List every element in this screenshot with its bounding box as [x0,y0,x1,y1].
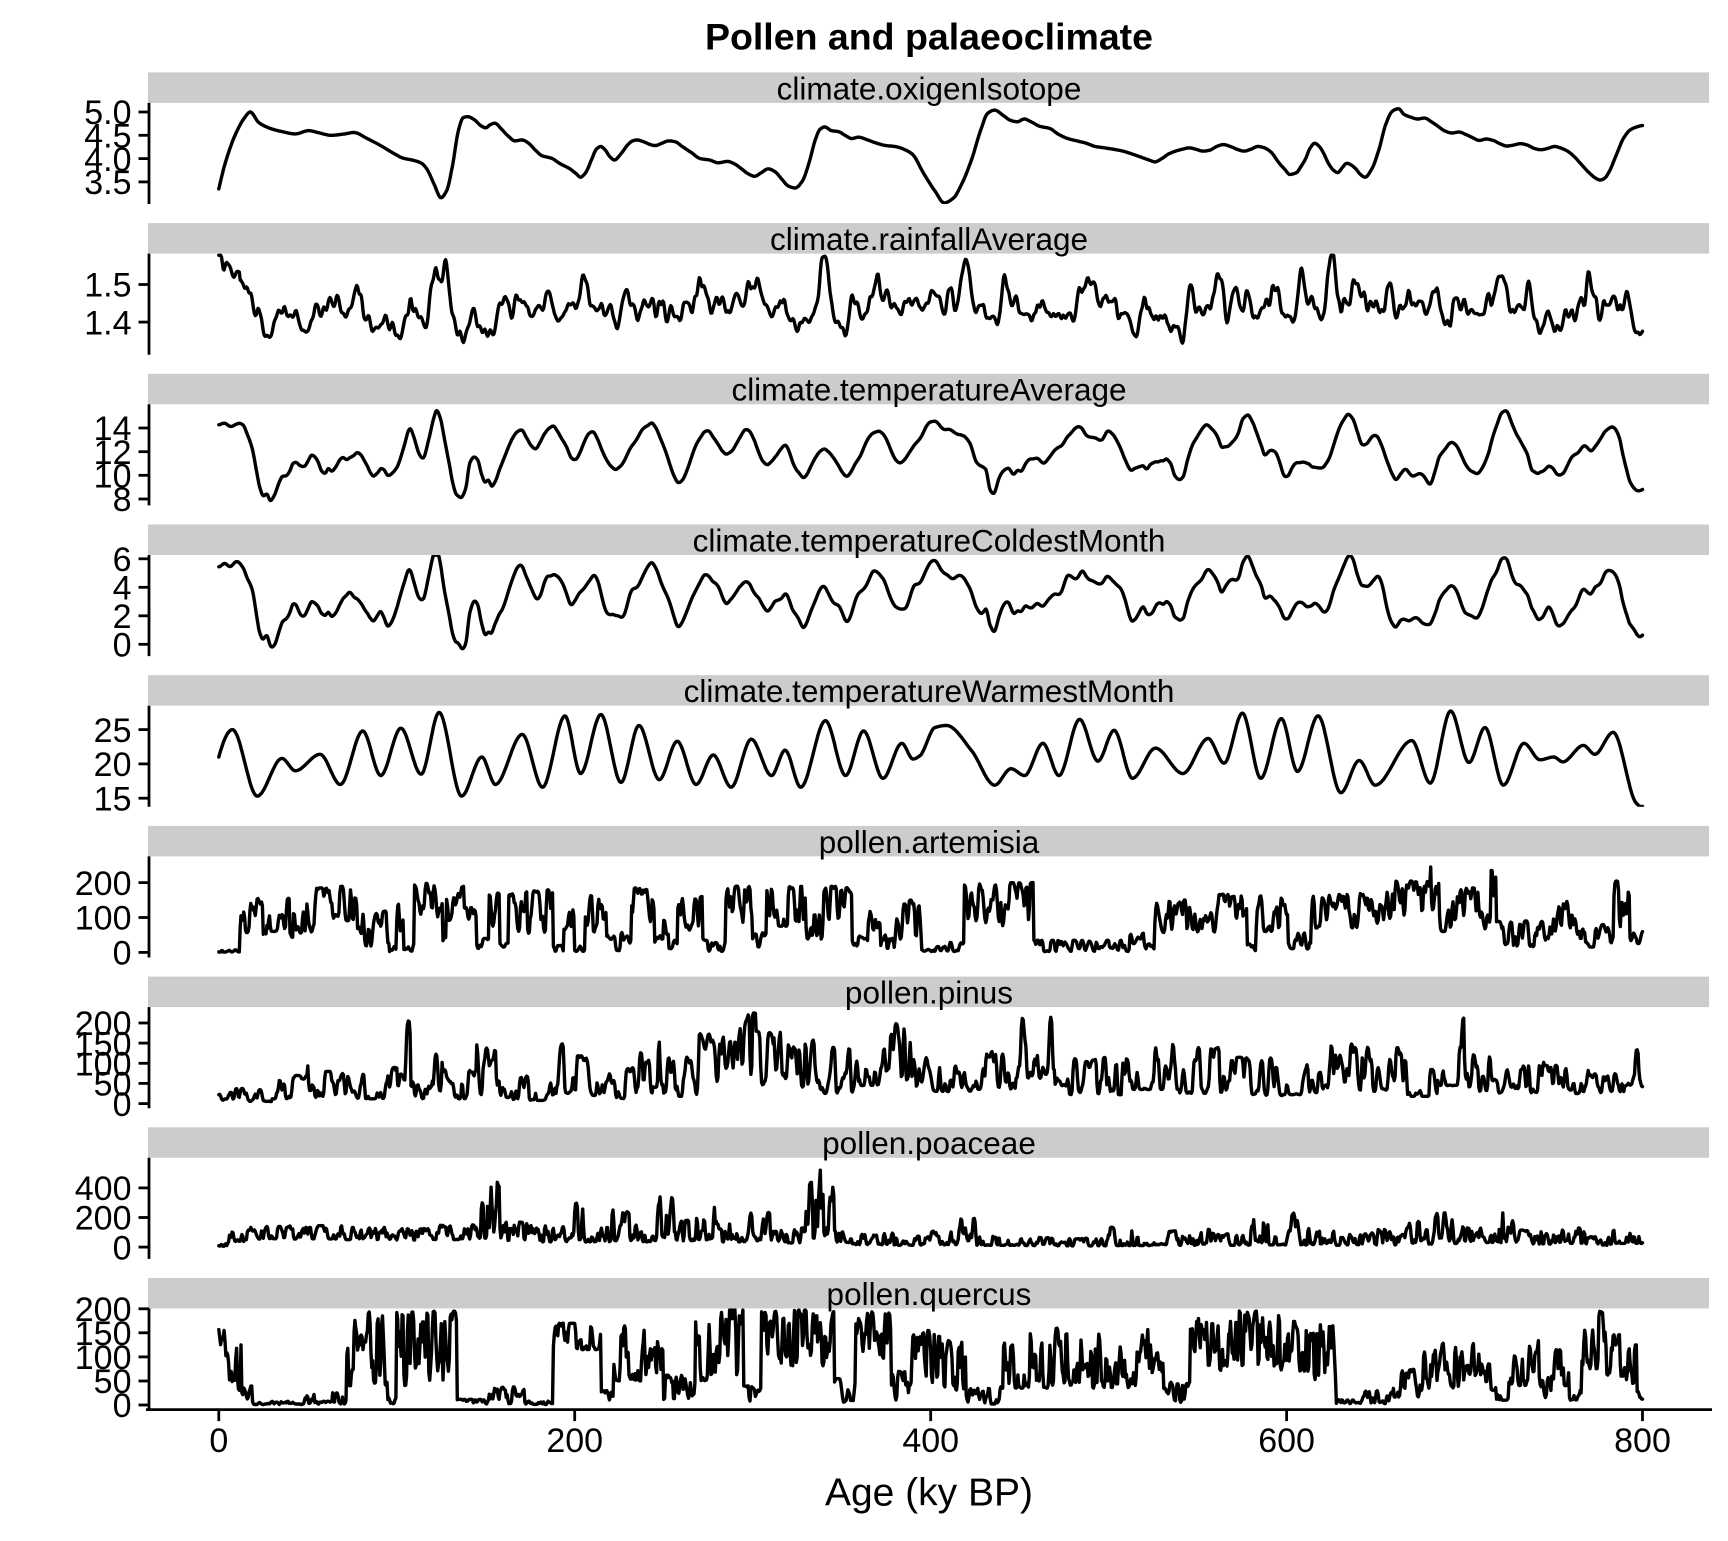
svg-text:400: 400 [75,1170,132,1208]
svg-text:pollen.pinus: pollen.pinus [845,975,1013,1011]
svg-text:8: 8 [113,481,132,519]
svg-text:150: 150 [75,1025,132,1063]
svg-text:20: 20 [94,746,132,784]
svg-text:200: 200 [75,1005,132,1043]
svg-text:600: 600 [1258,1422,1315,1460]
svg-text:0: 0 [209,1422,228,1460]
svg-text:4.0: 4.0 [84,141,131,179]
svg-text:100: 100 [75,1046,132,1084]
svg-text:50: 50 [94,1066,132,1104]
svg-text:Age (ky BP): Age (ky BP) [825,1472,1033,1515]
svg-text:6: 6 [113,541,132,579]
svg-text:climate.temperatureColdestMont: climate.temperatureColdestMonth [693,522,1166,558]
svg-text:pollen.quercus: pollen.quercus [827,1276,1032,1312]
svg-text:14: 14 [94,410,132,448]
svg-text:50: 50 [94,1363,132,1401]
svg-text:10: 10 [94,458,132,496]
svg-text:climate.oxigenIsotope: climate.oxigenIsotope [777,70,1082,106]
svg-text:150: 150 [75,1315,132,1353]
svg-text:25: 25 [94,712,132,750]
svg-text:1.5: 1.5 [84,267,131,305]
svg-text:200: 200 [75,865,132,903]
svg-text:400: 400 [902,1422,959,1460]
svg-text:0: 0 [113,935,132,973]
svg-text:climate.temperatureAverage: climate.temperatureAverage [731,372,1126,408]
svg-text:800: 800 [1614,1422,1671,1460]
svg-text:100: 100 [75,900,132,938]
svg-text:12: 12 [94,434,132,472]
svg-text:4.5: 4.5 [84,118,131,156]
svg-text:200: 200 [546,1422,603,1460]
svg-text:2: 2 [113,598,132,636]
svg-text:climate.rainfallAverage: climate.rainfallAverage [770,221,1088,257]
svg-text:200: 200 [75,1200,132,1238]
svg-text:0: 0 [113,627,132,665]
svg-text:5.0: 5.0 [84,94,131,132]
svg-text:pollen.artemisia: pollen.artemisia [819,824,1040,860]
svg-text:3.5: 3.5 [84,164,131,202]
svg-text:4: 4 [113,570,132,608]
svg-text:pollen.poaceae: pollen.poaceae [822,1125,1036,1161]
svg-text:Pollen and palaeoclimate: Pollen and palaeoclimate [705,16,1153,58]
svg-text:0: 0 [113,1086,132,1124]
svg-text:0: 0 [113,1387,132,1425]
svg-text:100: 100 [75,1339,132,1377]
svg-text:0: 0 [113,1229,132,1267]
svg-text:200: 200 [75,1291,132,1329]
svg-text:15: 15 [94,780,132,818]
svg-text:1.4: 1.4 [84,304,131,342]
svg-text:climate.temperatureWarmestMont: climate.temperatureWarmestMonth [684,673,1175,709]
